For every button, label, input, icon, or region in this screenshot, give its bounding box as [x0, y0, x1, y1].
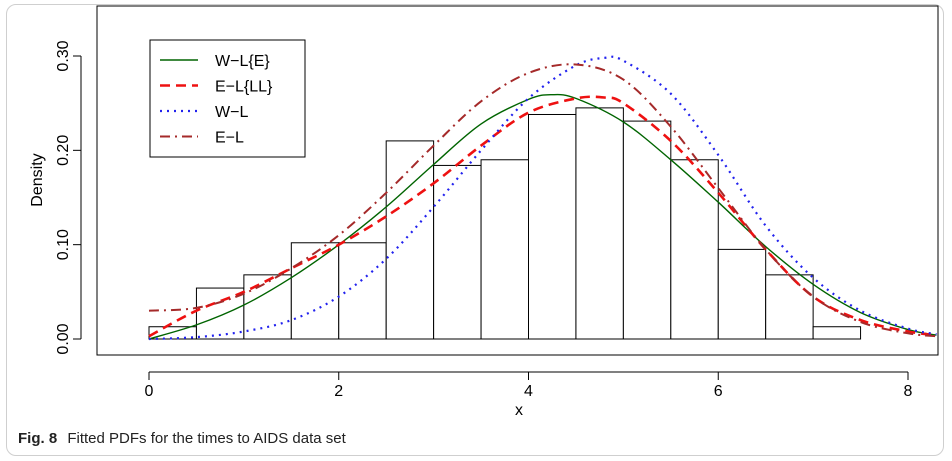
x-tick-label: 8: [904, 383, 913, 400]
legend: W−L{E} E−L{LL} W−L E−L: [149, 39, 306, 158]
legend-label-e-l-ll: E−L{LL}: [215, 79, 273, 96]
x-tick-label: 2: [334, 383, 343, 400]
y-tick-label: 0.20: [55, 135, 72, 166]
histogram-bar: [385, 140, 435, 340]
x-tick-label: 4: [524, 383, 533, 400]
y-axis: 0.00 0.10 0.20 0.30: [55, 40, 82, 355]
histogram-bars: [148, 107, 862, 340]
histogram-bar: [528, 113, 577, 340]
y-tick-label: 0.00: [55, 323, 72, 354]
histogram-bar: [670, 159, 719, 340]
histogram-bar: [243, 274, 292, 340]
curve-e-l: [148, 63, 937, 338]
density-chart: 0 2 4 6 8 0.00 0.10 0.20 0.30 x Density W−L{E} E…: [29, 5, 939, 419]
histogram-bar: [575, 107, 624, 340]
legend-label-w-l: W−L: [215, 104, 248, 121]
curve-w-l: [148, 55, 937, 341]
x-axis-title: x: [515, 402, 523, 419]
legend-label-e-l: E−L: [215, 130, 244, 147]
histogram-bar: [717, 248, 767, 340]
x-axis: 0 2 4 6 8: [145, 371, 913, 400]
histogram-bar: [812, 326, 862, 340]
x-tick-label: 0: [145, 383, 154, 400]
y-tick-label: 0.10: [55, 229, 72, 260]
histogram-bar: [480, 159, 529, 340]
histogram-bar: [290, 242, 340, 340]
plot-box: [96, 5, 939, 356]
figure-number: Fig. 8: [18, 430, 58, 447]
x-tick-label: 6: [714, 383, 723, 400]
histogram-bar: [622, 120, 672, 340]
density-curves: [148, 55, 937, 341]
curve-w-l-e: [148, 93, 937, 340]
y-tick-label: 0.30: [55, 40, 72, 71]
caption-text: Fitted PDFs for the times to AIDS data s…: [67, 430, 346, 447]
figure-caption: Fig. 8 Fitted PDFs for the times to AIDS…: [18, 430, 346, 447]
histogram-bar: [765, 274, 814, 340]
plot-border: [96, 5, 939, 356]
histogram-bar: [433, 164, 482, 340]
legend-label-w-l-e: W−L{E}: [215, 53, 270, 70]
histogram-bar: [338, 242, 387, 340]
y-axis-title: Density: [29, 153, 46, 206]
